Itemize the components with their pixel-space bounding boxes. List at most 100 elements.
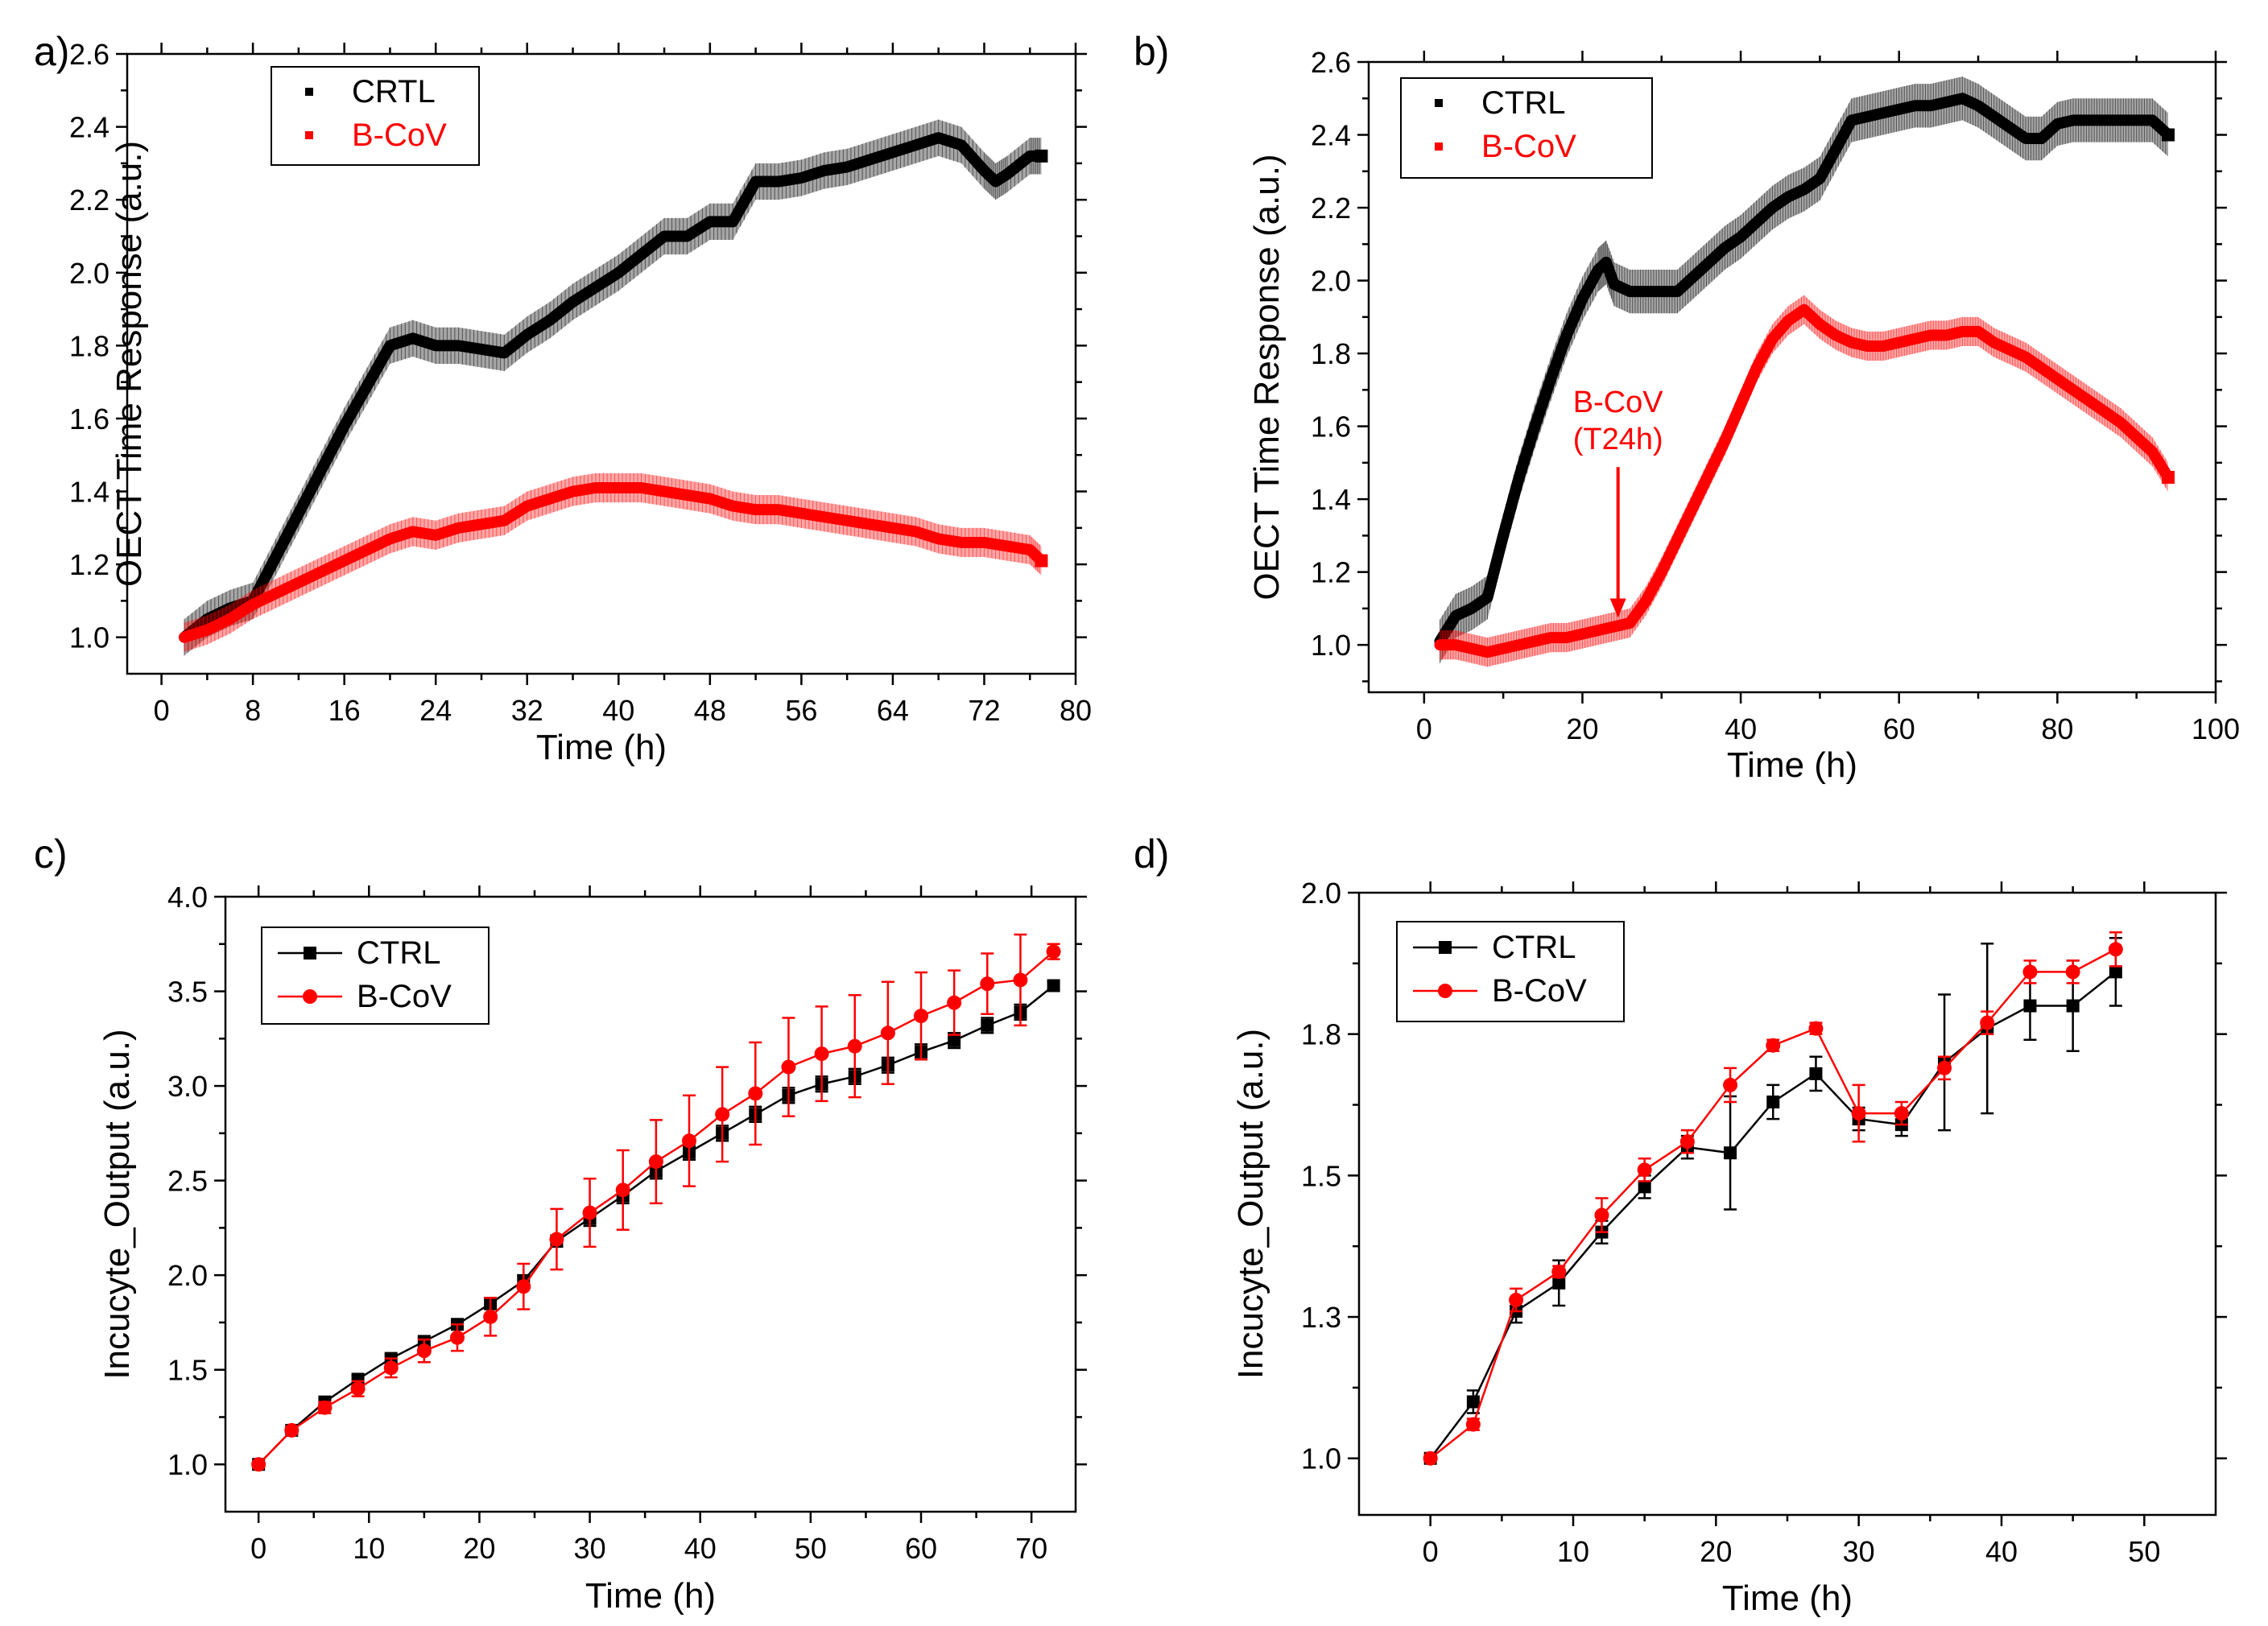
x-tick-label: 30 [1843, 1535, 1875, 1568]
y-tick-label: 3.0 [167, 1070, 208, 1103]
data-point [1047, 979, 1060, 993]
x-tick-label: 48 [694, 694, 726, 727]
x-axis-title: Time (h) [585, 1576, 716, 1616]
legend-label: CTRL [1481, 85, 1565, 121]
data-point [1766, 1038, 1781, 1053]
y-tick-label: 1.0 [69, 621, 109, 654]
data-point [1851, 1106, 1866, 1121]
y-tick-label: 1.8 [1311, 337, 1351, 370]
data-point [1509, 1292, 1524, 1307]
legend: CTRL B-CoV [1396, 921, 1625, 1022]
x-tick-label: 40 [1725, 712, 1757, 745]
annotation: B-CoV (T24h) [1573, 386, 1663, 618]
series-crtl [178, 119, 1048, 656]
panel-d: d) 0 10 20 30 40 50 1.0 1.3 1.5 1.8 2.0 Time (h) Incu… [1134, 832, 2227, 1618]
y-tick-label: 1.6 [69, 402, 109, 435]
data-point [748, 1086, 763, 1101]
plot-frame [126, 52, 1077, 675]
y-tick-label: 2.6 [1311, 46, 1351, 79]
data-point [516, 1279, 531, 1294]
panel-a: a) 0 8 16 24 32 40 48 56 64 72 80 1.0 1.2 1.4 1.6 1.8 2.0… [34, 29, 1092, 767]
data-point [914, 1009, 928, 1024]
data-point [1724, 1146, 1737, 1160]
legend-marker [1439, 941, 1452, 954]
legend-label: B-CoV [1492, 973, 1587, 1009]
data-point [450, 1330, 465, 1345]
x-tick-label: 20 [463, 1532, 495, 1565]
x-tick-label: 56 [785, 694, 817, 727]
plot-frame [1367, 60, 2217, 694]
data-point [1637, 1162, 1652, 1178]
legend-box [1400, 77, 1653, 179]
data-point [2023, 999, 2037, 1013]
panel-label: a) [34, 29, 69, 74]
x-tick-label: 10 [353, 1532, 385, 1565]
data-point [648, 1154, 663, 1170]
x-axis-title: Time (h) [1722, 1579, 1853, 1618]
data-point [1894, 1106, 1909, 1121]
y-tick-label: 1.3 [1301, 1301, 1341, 1334]
x-tick-label: 70 [1015, 1532, 1047, 1565]
data-point [781, 1059, 796, 1075]
data-point [1980, 1015, 1995, 1030]
x-tick-label: 30 [574, 1532, 606, 1565]
y-tick-label: 1.0 [167, 1448, 208, 1481]
y-tick-label: 1.2 [69, 548, 109, 581]
data-point [1937, 1060, 1952, 1075]
y-tick-label: 1.5 [1301, 1159, 1341, 1192]
plot-frame [224, 895, 1077, 1513]
data-point [1046, 944, 1061, 960]
data-point [1808, 1021, 1824, 1036]
x-tick-label: 20 [1566, 712, 1598, 745]
data-point [947, 995, 962, 1010]
data-point [1723, 1077, 1738, 1092]
data-point [615, 1182, 630, 1198]
data-point [284, 1422, 300, 1438]
y-tick-label: 1.2 [1311, 556, 1351, 589]
y-axis-title: OECT Time Response (a.u.) [109, 141, 149, 587]
series-b-cov [1423, 931, 2123, 1466]
y-tick-label: 2.0 [1301, 877, 1341, 910]
legend-box [1396, 921, 1625, 1022]
legend-box [261, 926, 490, 1025]
x-tick-label: 40 [1985, 1535, 2018, 1568]
series-b-cov [178, 473, 1048, 652]
end-marker [1035, 554, 1048, 567]
x-tick-label: 50 [2128, 1535, 2160, 1568]
x-axis-title: Time (h) [536, 728, 667, 767]
end-marker [2162, 470, 2175, 484]
data-point [416, 1343, 432, 1359]
data-point [682, 1133, 696, 1149]
error-bars [1439, 295, 2167, 667]
y-tick-label: 1.4 [69, 476, 109, 509]
y-tick-label: 2.0 [167, 1259, 208, 1292]
panel-b: b) 0 20 40 60 80 100 1.0 1.2 1.4 1.6 1.8 2.0 2.2 2.4 2.… [1134, 29, 2240, 785]
legend-label: CRTL [352, 74, 436, 109]
x-tick-label: 40 [602, 694, 634, 727]
panel-label: c) [34, 832, 68, 877]
x-tick-label: 40 [684, 1532, 717, 1565]
data-point [350, 1381, 366, 1397]
x-tick-label: 0 [1416, 712, 1432, 745]
series-line [178, 482, 1047, 643]
data-point [715, 1107, 730, 1122]
legend-marker [1435, 99, 1443, 107]
x-tick-label: 100 [2192, 712, 2240, 745]
x-tick-label: 0 [1423, 1535, 1439, 1568]
x-tick-label: 80 [2041, 712, 2073, 745]
x-tick-label: 64 [877, 694, 909, 727]
series-line [1434, 93, 2175, 647]
y-tick-label: 2.0 [69, 257, 109, 290]
data-point [549, 1232, 564, 1247]
y-tick-label: 3.5 [167, 976, 208, 1009]
series-b-cov [251, 933, 1061, 1472]
series-line [258, 951, 1055, 1466]
y-tick-label: 2.2 [69, 184, 109, 217]
y-tick-label: 1.0 [1311, 629, 1351, 662]
y-tick-label: 2.6 [69, 38, 109, 71]
legend: CTRL B-CoV [261, 926, 490, 1025]
data-point [2109, 965, 2122, 979]
legend-label: B-CoV [352, 118, 447, 153]
y-tick-label: 2.4 [69, 111, 109, 144]
